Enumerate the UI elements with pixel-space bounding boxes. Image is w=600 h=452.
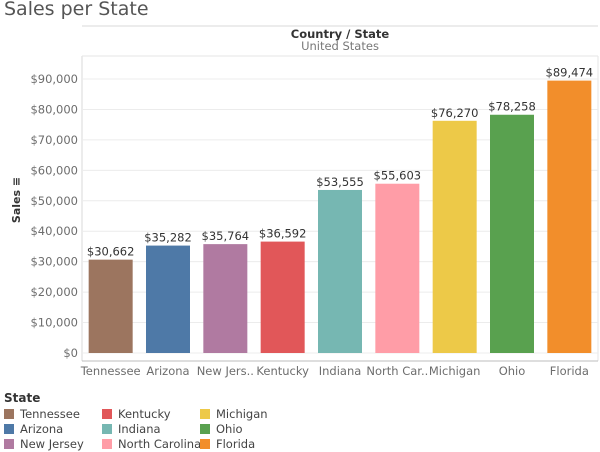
data-label: $78,258 <box>488 100 536 114</box>
data-label: $55,603 <box>374 169 422 183</box>
bar <box>547 80 592 353</box>
bar <box>375 183 420 353</box>
legend-label: Kentucky <box>118 406 171 421</box>
data-label: $53,555 <box>316 175 364 189</box>
data-label: $89,474 <box>546 66 594 80</box>
legend-swatch <box>4 408 14 419</box>
data-label: $35,764 <box>202 229 250 243</box>
x-category-label: Tennessee <box>80 364 141 378</box>
y-tick-label: $30,000 <box>30 255 78 269</box>
legend-item[interactable]: Tennessee <box>4 406 102 421</box>
data-label: $30,662 <box>87 245 135 259</box>
y-tick-label: $10,000 <box>30 316 78 330</box>
legend-swatch <box>200 423 210 434</box>
y-tick-label: $40,000 <box>30 224 78 238</box>
legend: State Tennessee Arizona New Jersey Kentucky… <box>4 391 304 451</box>
y-tick-label: $80,000 <box>30 102 78 116</box>
legend-label: Indiana <box>118 421 161 436</box>
legend-item[interactable]: North Carolina <box>102 436 202 451</box>
legend-label: Ohio <box>216 421 243 436</box>
legend-item[interactable]: Indiana <box>102 421 200 436</box>
legend-label: Arizona <box>20 421 64 436</box>
x-category-label: Kentucky <box>256 364 309 378</box>
legend-item[interactable]: Florida <box>200 436 300 451</box>
y-tick-label: $70,000 <box>30 133 78 147</box>
legend-swatch <box>102 408 112 419</box>
bar <box>203 244 248 353</box>
legend-item[interactable]: Kentucky <box>102 406 200 421</box>
legend-items: Tennessee Arizona New Jersey Kentucky Indian… <box>4 406 304 451</box>
y-tick-label: $90,000 <box>30 72 78 86</box>
bar <box>318 189 362 353</box>
legend-label: Tennessee <box>20 406 80 421</box>
y-axis-title: Sales ≡ <box>10 177 23 223</box>
y-tick-label: $20,000 <box>30 285 78 299</box>
legend-label: Michigan <box>216 406 268 421</box>
legend-swatch <box>102 438 112 449</box>
x-category-label: Michigan <box>429 364 481 378</box>
x-category-label: New Jers.. <box>197 364 254 378</box>
bar <box>490 114 534 353</box>
bar <box>146 245 190 353</box>
legend-label: North Carolina <box>118 436 202 451</box>
y-tick-label: $50,000 <box>30 194 78 208</box>
legend-swatch <box>200 408 210 419</box>
legend-item[interactable]: Arizona <box>4 421 102 436</box>
header-subtitle: United States <box>301 39 379 53</box>
legend-label: New Jersey <box>20 436 84 451</box>
legend-item[interactable]: New Jersey <box>4 436 102 451</box>
legend-swatch <box>4 423 14 434</box>
bar <box>432 120 477 353</box>
legend-item[interactable]: Michigan <box>200 406 300 421</box>
legend-swatch <box>102 423 112 434</box>
y-tick-label: $60,000 <box>30 163 78 177</box>
bar <box>88 259 133 353</box>
x-category-label: Ohio <box>499 364 526 378</box>
legend-label: Florida <box>216 436 256 451</box>
legend-swatch <box>4 438 14 449</box>
data-label: $36,592 <box>259 227 307 241</box>
page-title: Sales per State <box>4 0 149 20</box>
x-category-label: North Car.. <box>366 364 428 378</box>
x-category-label: Arizona <box>146 364 189 378</box>
header-title: Country / State <box>291 27 390 41</box>
bar <box>260 241 305 353</box>
y-tick-label: $0 <box>63 346 78 360</box>
legend-item[interactable]: Ohio <box>200 421 300 436</box>
data-label: $76,270 <box>431 106 479 120</box>
x-category-label: Indiana <box>319 364 362 378</box>
legend-title: State <box>4 391 41 405</box>
data-label: $35,282 <box>144 231 192 245</box>
legend-swatch <box>200 438 210 449</box>
x-category-label: Florida <box>550 364 589 378</box>
